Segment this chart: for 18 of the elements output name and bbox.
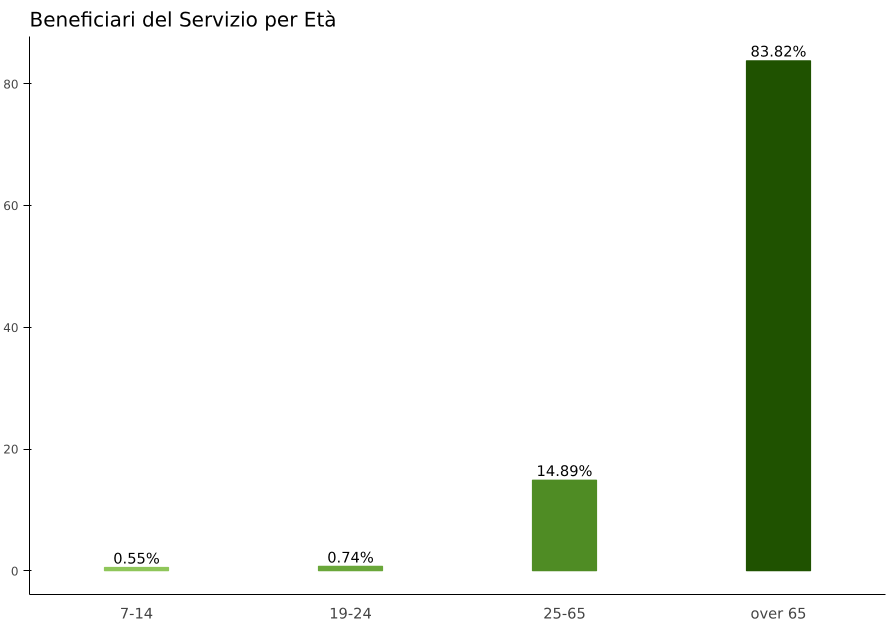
x-tick-label: over 65 [750,606,807,622]
chart-title: Beneficiari del Servizio per Età [30,8,337,32]
bar [318,566,384,572]
bar [104,566,170,572]
y-tick-label: 40 [3,320,19,335]
x-tick-label: 19-24 [329,606,372,622]
data-label: 83.82% [750,44,807,61]
y-tick-label: 20 [3,442,19,457]
bar [746,60,812,572]
data-label: 14.89% [536,463,593,480]
y-tick-label: 80 [3,77,19,92]
x-tick-label: 25-65 [543,606,586,622]
y-tick-label: 60 [3,199,19,214]
data-label: 0.55% [113,550,160,568]
data-label: 0.74% [327,549,374,566]
x-tick-label: 7-14 [120,606,154,622]
bar [532,480,598,572]
y-tick-label: 0 [10,564,19,578]
